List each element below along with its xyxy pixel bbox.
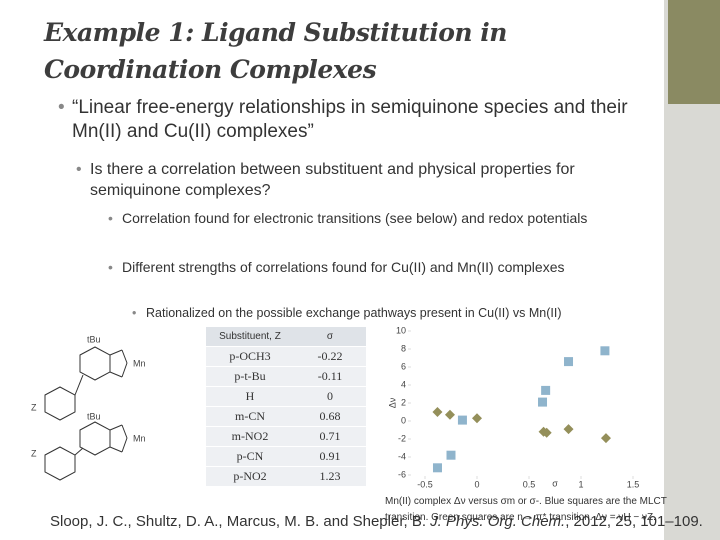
table-cell: -0.11 [294, 366, 366, 387]
diamond-point [444, 409, 455, 420]
bullet: Is there a correlation between substitue… [76, 159, 650, 201]
chart-caption: Mn(II) complex Δν versus σm or σ-. Blue … [385, 496, 667, 523]
citation-authors: Sloop, J. C., Shultz, D. A., Marcus, M. … [50, 513, 431, 530]
diamond-point [472, 413, 482, 424]
table-row: m-CN 0.68 [206, 406, 366, 427]
diamond-point [563, 424, 574, 435]
side-accent [668, 0, 720, 104]
table-cell: p-OCH3 [206, 346, 294, 367]
structure-label: Mn [133, 433, 146, 443]
x-tick-label: 0.5 [523, 479, 536, 489]
structures: tBu tBu Z Z Mn Mn [31, 334, 146, 481]
y-tick-label: 2 [401, 397, 406, 407]
diamond-point [600, 433, 611, 444]
structure-label: Z [31, 402, 37, 412]
x-tick-label: 0 [474, 479, 479, 489]
table-cell: 0 [294, 386, 366, 407]
bullet: Correlation found for electronic transit… [108, 209, 652, 228]
y-tick-label: 6 [401, 361, 406, 371]
table-row: p-t-Bu -0.11 [206, 366, 366, 387]
table-cell: Substituent, Z [206, 327, 294, 347]
y-tick-label: -2 [398, 433, 406, 443]
bullet: “Linear free-energy relationships in sem… [58, 96, 652, 144]
x-tick-label: -0.5 [417, 479, 433, 489]
square-point [538, 397, 548, 407]
square-point [541, 385, 551, 395]
y-tick-label: -4 [398, 451, 406, 461]
table-cell: m-CN [206, 406, 294, 427]
table-cell: 0.91 [294, 446, 366, 467]
x-tick-label: 1 [578, 479, 583, 489]
citation-journal: J. Phys. Org. Chem. [430, 513, 566, 530]
structure-label: tBu [87, 411, 101, 421]
bullet: Rationalized on the possible exchange pa… [132, 305, 666, 322]
structure-label: tBu [87, 334, 101, 344]
y-axis-label: Δν [387, 397, 397, 408]
title-line: Example 1: Ligand Substitution in [44, 18, 507, 47]
diamond-point [432, 407, 443, 417]
table-cell: 0.68 [294, 406, 366, 427]
x-axis-label: σ [552, 478, 558, 488]
table-cell: p-t-Bu [206, 366, 294, 387]
structure-label: Mn [133, 358, 146, 368]
square-point [600, 346, 610, 356]
table-cell: p-CN [206, 446, 294, 467]
y-tick-label: 4 [401, 379, 406, 389]
title: Example 1: Ligand Substitution in Coordi… [44, 14, 507, 88]
structure-label: Z [31, 448, 37, 458]
x-tick-label: 1.5 [627, 479, 640, 489]
table-cell: m-NO2 [206, 426, 294, 447]
table-row: m-NO2 0.71 [206, 426, 366, 447]
table-cell: σ [294, 327, 366, 347]
square-point [446, 450, 456, 460]
square-point [564, 357, 574, 367]
y-tick-label: 8 [401, 343, 406, 353]
citation: Sloop, J. C., Shultz, D. A., Marcus, M. … [50, 513, 703, 530]
table-row: p-OCH3 -0.22 [206, 346, 366, 367]
y-tick-label: 10 [396, 325, 406, 335]
table-cell: -0.22 [294, 346, 366, 367]
bullet: Different strengths of correlations foun… [108, 258, 652, 277]
structure-drawing [44, 346, 128, 481]
table-row: p-CN 0.91 [206, 446, 366, 467]
table-cell: 0.71 [294, 426, 366, 447]
diamond-point [541, 427, 552, 438]
square-point [432, 463, 442, 473]
scatter-chart: -6 -4 -2 0 2 4 6 8 10 -0.5 0 0.5 1 1.5 σ Δν [387, 325, 640, 489]
table-row: p-NO2 1.23 [206, 466, 366, 487]
title-line: Coordination Complexes [44, 55, 377, 84]
y-tick-label: 0 [401, 415, 406, 425]
citation-rest: , 2012, 25, 101–109. [565, 513, 703, 530]
y-tick-label: -6 [398, 469, 406, 479]
table-cell: p-NO2 [206, 466, 294, 487]
table-cell: 1.23 [294, 466, 366, 487]
table-cell: H [206, 386, 294, 407]
square-point [457, 415, 467, 425]
